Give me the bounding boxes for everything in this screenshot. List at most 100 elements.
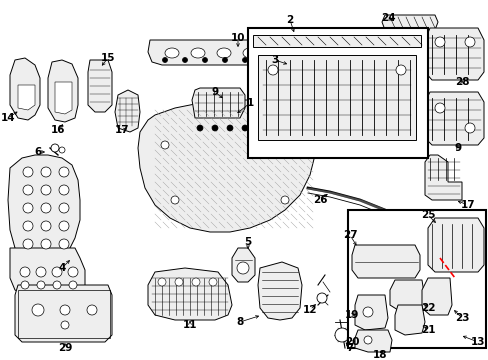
Polygon shape [394,305,424,335]
Circle shape [52,267,62,277]
Text: 13: 13 [470,337,484,347]
Polygon shape [88,60,112,112]
Text: 9: 9 [211,87,218,97]
Ellipse shape [294,48,308,58]
Circle shape [41,167,51,177]
Text: 24: 24 [380,13,394,23]
Polygon shape [148,40,325,65]
Text: 22: 22 [420,303,434,313]
Circle shape [363,336,371,344]
Circle shape [290,141,298,149]
Circle shape [68,267,78,277]
Circle shape [316,293,326,303]
Circle shape [192,278,200,286]
Circle shape [23,167,33,177]
Text: 26: 26 [312,195,326,205]
Circle shape [257,125,263,131]
Circle shape [182,58,187,63]
Circle shape [21,281,29,289]
Polygon shape [15,285,112,342]
Text: 28: 28 [454,77,468,87]
Circle shape [87,305,97,315]
Text: 14: 14 [0,113,15,123]
Polygon shape [424,155,461,200]
Polygon shape [381,15,437,30]
Polygon shape [424,92,483,145]
Circle shape [171,196,179,204]
Circle shape [242,58,247,63]
Text: 11: 11 [183,320,197,330]
Circle shape [23,221,33,231]
Circle shape [212,125,218,131]
Ellipse shape [191,48,204,58]
Text: 19: 19 [344,310,359,320]
Circle shape [434,103,444,113]
Circle shape [41,185,51,195]
Text: 12: 12 [302,305,317,315]
Polygon shape [231,248,254,282]
Text: 17: 17 [115,125,129,135]
Circle shape [59,167,69,177]
Circle shape [41,203,51,213]
Polygon shape [8,155,80,262]
Polygon shape [258,262,302,320]
Polygon shape [18,85,35,110]
Circle shape [267,65,278,75]
Circle shape [175,278,183,286]
Polygon shape [421,278,451,315]
Polygon shape [354,330,391,352]
Text: 21: 21 [420,325,434,335]
Circle shape [23,203,33,213]
Circle shape [60,305,70,315]
Polygon shape [138,100,317,232]
Text: 10: 10 [230,33,245,43]
Polygon shape [354,295,387,330]
Circle shape [59,203,69,213]
Circle shape [362,307,372,317]
Circle shape [281,196,288,204]
Polygon shape [427,218,483,272]
Circle shape [242,125,247,131]
Circle shape [282,58,287,63]
Text: 18: 18 [372,350,386,360]
Text: 9: 9 [453,143,461,153]
Circle shape [59,185,69,195]
Circle shape [23,185,33,195]
Bar [18,290,110,338]
Text: 2: 2 [286,15,293,25]
Text: 20: 20 [344,337,359,347]
Text: 8: 8 [236,317,243,327]
Circle shape [61,321,69,329]
Polygon shape [115,90,140,132]
Ellipse shape [243,48,257,58]
Circle shape [32,304,44,316]
Text: 5: 5 [244,237,251,247]
Circle shape [262,58,267,63]
Text: 7: 7 [346,343,353,353]
Text: 25: 25 [420,210,434,220]
Circle shape [271,125,278,131]
Polygon shape [148,268,231,320]
Circle shape [202,58,207,63]
Circle shape [334,328,348,342]
Circle shape [237,262,248,274]
Text: 29: 29 [58,343,72,353]
Circle shape [464,37,474,47]
Circle shape [197,125,203,131]
Circle shape [59,221,69,231]
Ellipse shape [217,48,230,58]
Polygon shape [192,88,244,118]
Text: 16: 16 [51,125,65,135]
Text: 17: 17 [460,200,474,210]
Circle shape [59,239,69,249]
Text: 15: 15 [101,53,115,63]
Circle shape [59,147,65,153]
Circle shape [161,141,169,149]
Bar [247,28,427,158]
Circle shape [222,58,227,63]
Polygon shape [48,60,78,122]
Circle shape [41,239,51,249]
Bar [347,210,485,348]
Circle shape [36,267,46,277]
Circle shape [464,123,474,133]
